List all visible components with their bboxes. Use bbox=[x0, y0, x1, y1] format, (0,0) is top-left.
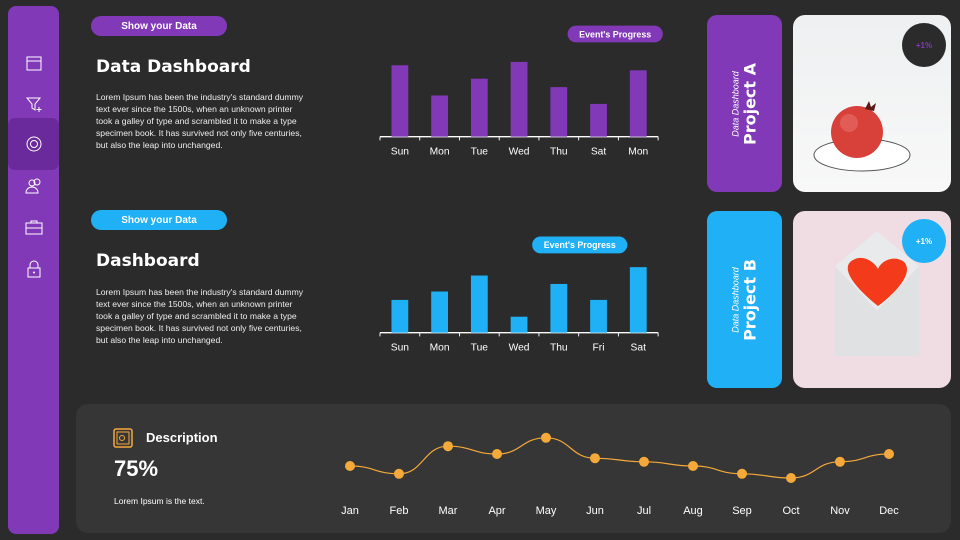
point-feb bbox=[394, 468, 404, 479]
month-label: May bbox=[536, 505, 557, 517]
tick-label: Thu bbox=[550, 146, 568, 157]
description-title: Description bbox=[146, 430, 218, 445]
month-label: Feb bbox=[390, 505, 409, 517]
description-panel: Description 75% Lorem Ipsum is the text. bbox=[76, 404, 951, 533]
tick-label: Sun bbox=[391, 146, 410, 157]
tick-label: Thu bbox=[550, 342, 568, 353]
sidebar-item-filter-add[interactable] bbox=[8, 82, 59, 126]
gear-icon bbox=[26, 136, 41, 152]
tick-label: Tue bbox=[471, 342, 489, 353]
point-aug bbox=[688, 461, 698, 471]
bar-tue bbox=[470, 275, 488, 333]
lock-icon bbox=[27, 260, 40, 278]
users-icon bbox=[24, 178, 40, 194]
section2-text: Lorem Ipsum has been the industry's stan… bbox=[96, 287, 304, 345]
section2-title: Dashboard bbox=[96, 251, 200, 271]
bar-chart-1: Sun Mon Tue Wed Thu Sat Mon Event's Progress bbox=[379, 25, 663, 157]
tick-label: Sat bbox=[591, 146, 607, 157]
project-a-title: Project A bbox=[740, 62, 759, 145]
bar-sun bbox=[391, 299, 409, 333]
sidebar-item-users[interactable] bbox=[8, 164, 59, 208]
project-a-subtitle: Data Dashboard bbox=[730, 70, 740, 137]
sidebar-item-calendar[interactable] bbox=[8, 41, 59, 85]
bar-fri bbox=[590, 299, 607, 333]
tick-label: Fri bbox=[593, 342, 605, 353]
pomegranate-image bbox=[813, 101, 911, 172]
tick-label: Sat bbox=[631, 342, 647, 353]
project-b-card[interactable]: Data Dashboard Project B bbox=[707, 211, 782, 388]
sidebar-item-lock[interactable] bbox=[8, 247, 59, 291]
tick-label: Wed bbox=[509, 146, 530, 157]
envelope-photo: +1% bbox=[793, 211, 951, 388]
sidebar bbox=[8, 6, 59, 534]
safe-icon bbox=[113, 428, 133, 448]
sidebar-item-briefcase[interactable] bbox=[8, 205, 59, 249]
month-label: Dec bbox=[879, 505, 899, 517]
bar-mon bbox=[431, 95, 448, 137]
month-label: Nov bbox=[830, 505, 850, 517]
point-jul bbox=[639, 456, 649, 467]
project-a-card[interactable]: Data Dashboard Project A bbox=[707, 15, 782, 192]
tick-label: Mon bbox=[430, 342, 450, 353]
bar-mon bbox=[629, 70, 647, 137]
tick-label: Tue bbox=[471, 146, 489, 157]
tick-label: Mon bbox=[628, 146, 648, 157]
month-label: Mar bbox=[439, 505, 458, 517]
legend-pill bbox=[567, 25, 663, 43]
bar-sat bbox=[590, 103, 607, 137]
filter-add-icon bbox=[25, 97, 41, 112]
bar-chart-2: Sun Mon Tue Wed Thu Fri Sat Event's Progress bbox=[379, 236, 659, 353]
month-label: Sep bbox=[732, 505, 752, 517]
point-oct bbox=[786, 473, 796, 483]
month-label: Apr bbox=[488, 505, 505, 517]
project-b-badge: +1% bbox=[902, 219, 946, 263]
calendar-icon bbox=[26, 56, 41, 71]
tick-label: Sun bbox=[391, 342, 410, 353]
legend-label: Event's Progress bbox=[579, 29, 651, 39]
show-data-button-1[interactable]: Show your Data bbox=[91, 16, 227, 36]
show-data-button-2[interactable]: Show your Data bbox=[91, 210, 227, 230]
point-dec bbox=[884, 449, 894, 459]
legend-label: Event's Progress bbox=[544, 240, 616, 250]
bar-sun bbox=[391, 65, 409, 137]
month-label: Oct bbox=[782, 505, 799, 517]
bar-mon bbox=[431, 291, 448, 333]
line-chart: Jan Feb Mar Apr May Jun Jul Aug Sep Oct Nov Dec bbox=[341, 432, 899, 517]
bar-wed bbox=[510, 61, 528, 137]
legend-pill bbox=[532, 236, 628, 254]
point-may bbox=[541, 432, 551, 443]
month-label: Aug bbox=[683, 505, 703, 517]
section1-text: Lorem Ipsum has been the industry's stan… bbox=[96, 92, 304, 150]
bar-thu bbox=[550, 87, 568, 137]
tick-label: Mon bbox=[430, 146, 450, 157]
point-sep bbox=[737, 468, 747, 479]
description-value: 75% bbox=[114, 456, 159, 481]
point-jun bbox=[590, 453, 600, 464]
envelope-heart-image bbox=[835, 231, 919, 356]
briefcase-icon bbox=[25, 220, 42, 235]
series-line bbox=[349, 437, 890, 479]
bar-tue bbox=[470, 78, 488, 137]
month-label: Jan bbox=[341, 505, 359, 517]
month-label: Jul bbox=[637, 505, 651, 517]
sidebar-item-gear[interactable] bbox=[8, 118, 59, 170]
point-apr bbox=[492, 449, 502, 459]
pomegranate-photo: +1% bbox=[793, 15, 951, 192]
project-b-title: Project B bbox=[740, 258, 759, 341]
point-nov bbox=[835, 456, 845, 467]
bar-sat bbox=[629, 267, 647, 333]
point-mar bbox=[443, 441, 453, 452]
point-jan bbox=[345, 461, 355, 471]
project-a-badge: +1% bbox=[902, 23, 946, 67]
bar-thu bbox=[550, 283, 568, 333]
project-b-subtitle: Data Dashboard bbox=[730, 266, 740, 333]
bar-wed bbox=[510, 316, 528, 333]
description-text: Lorem Ipsum is the text. bbox=[114, 496, 205, 506]
tick-label: Wed bbox=[509, 342, 530, 353]
month-label: Jun bbox=[586, 505, 604, 517]
section1-title: Data Dashboard bbox=[96, 57, 251, 77]
